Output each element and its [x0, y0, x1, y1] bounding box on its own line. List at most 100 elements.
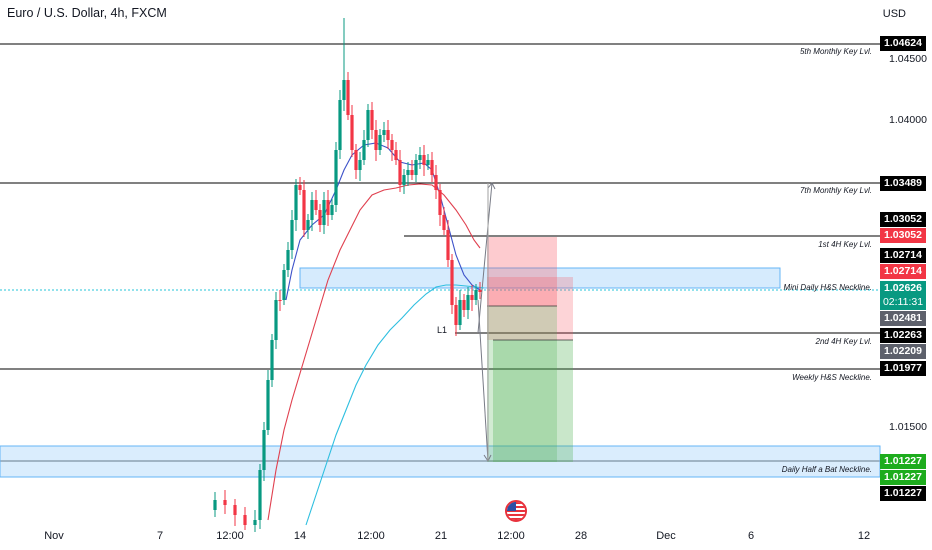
price-tag-level-2: 1.03489	[880, 176, 926, 191]
time-label-7: 12:00	[497, 530, 525, 542]
price-tick-3: 1.01500	[889, 421, 927, 433]
candle-body	[414, 160, 418, 175]
candle-body	[314, 200, 318, 210]
candle-body	[346, 80, 350, 115]
candle-body	[418, 155, 422, 160]
level-label-7: Daily Half a Bat Neckline.	[781, 465, 872, 474]
candle-body	[446, 230, 450, 260]
time-label-9: Dec	[656, 530, 676, 542]
candle-body	[454, 305, 458, 325]
candle-body	[322, 200, 326, 225]
candle-body	[318, 210, 322, 225]
price-tag-level-3b: 1.03052	[880, 228, 926, 243]
ema-slow-line	[305, 284, 485, 526]
candle-body	[394, 150, 398, 160]
price-tag-level-6: 1.02263	[880, 328, 926, 343]
key-level-lines	[0, 43, 880, 462]
candle-body	[298, 185, 302, 190]
candle-body	[442, 215, 446, 230]
currency-label[interactable]: USD	[882, 8, 906, 20]
us-flag-event-icon[interactable]	[505, 500, 527, 522]
candle-body	[326, 200, 330, 215]
time-label-3: 12:00	[216, 530, 244, 542]
candle-body	[378, 135, 382, 150]
candle-body	[306, 220, 310, 230]
last-price-tag: 1.02626	[880, 281, 926, 296]
candle-body	[243, 515, 247, 525]
candle-body	[338, 100, 342, 150]
candle-body	[370, 110, 374, 130]
candle-body	[262, 430, 266, 470]
candle-body	[270, 340, 274, 380]
price-tick-2: 1.04000	[889, 114, 927, 126]
candle-body	[410, 170, 414, 175]
candle-body	[466, 295, 470, 310]
candle-body	[213, 500, 217, 510]
candle-body	[233, 505, 237, 515]
time-label-10: 6	[747, 530, 755, 542]
candle-body	[274, 300, 278, 340]
candle-body	[330, 205, 334, 215]
neckline-zone	[299, 267, 781, 289]
price-tag-level-8: 1.01977	[880, 361, 926, 376]
half-bat-zone	[0, 445, 881, 478]
candle-body	[422, 155, 426, 165]
candle-body	[402, 175, 406, 185]
take-profit-box	[487, 306, 557, 462]
price-tag-level-9c: 1.01227	[880, 486, 926, 501]
candle-body	[374, 130, 378, 150]
candle-body	[258, 470, 262, 520]
candle-body	[286, 250, 290, 270]
level-label-4: Mini Daily H&S Neckline.	[783, 283, 872, 292]
candle-body	[282, 270, 286, 300]
candle-body	[462, 300, 466, 310]
price-tag-level-9a: 1.01227	[880, 454, 926, 469]
time-label-2: 7	[156, 530, 164, 542]
candle-body	[386, 130, 390, 140]
candlesticks	[213, 18, 482, 532]
price-tag-level-1: 1.04624	[880, 36, 926, 51]
candle-body	[450, 260, 454, 305]
level-label-2: 7th Monthly Key Lvl.	[799, 186, 872, 195]
candle-body	[474, 290, 478, 300]
projection-arrows	[477, 182, 496, 462]
candle-body	[358, 160, 362, 170]
stop-loss-box	[487, 237, 557, 306]
candle-body	[294, 185, 298, 220]
stop-loss-box-2	[487, 277, 573, 340]
pattern-label-l1: L1	[437, 325, 448, 335]
candle-body	[458, 300, 462, 325]
candle-body	[382, 130, 386, 135]
candle-body	[290, 220, 294, 250]
candle-body	[334, 150, 338, 205]
level-label-6: Weekly H&S Neckline.	[792, 373, 872, 382]
level-label-5: 2nd 4H Key Lvl.	[815, 337, 872, 346]
candle-body	[362, 140, 366, 160]
time-label-11: 12	[857, 530, 871, 542]
candle-body	[366, 110, 370, 140]
candle-body	[223, 500, 227, 505]
candle-body	[302, 190, 306, 230]
time-label-8: 28	[574, 530, 588, 542]
candle-body	[354, 150, 358, 170]
candle-body	[434, 175, 438, 190]
price-tag-level-3a: 1.03052	[880, 212, 926, 227]
candle-body	[350, 115, 354, 150]
candle-body	[253, 520, 257, 525]
ema-mid-line	[267, 183, 481, 521]
time-label-1: Nov	[44, 530, 64, 542]
price-tick-1: 1.04500	[889, 53, 927, 65]
candle-body	[266, 380, 270, 430]
candle-body	[478, 290, 482, 292]
symbol-title[interactable]: Euro / U.S. Dollar, 4h, FXCM	[7, 6, 167, 20]
candle-body	[310, 200, 314, 220]
take-profit-box-2	[493, 340, 573, 462]
candle-body	[406, 170, 410, 175]
bar-countdown: 02:11:31	[880, 295, 926, 310]
time-label-5: 12:00	[357, 530, 385, 542]
candle-body	[426, 160, 430, 165]
time-label-6: 21	[434, 530, 448, 542]
candle-body	[278, 300, 282, 301]
time-label-4: 14	[293, 530, 307, 542]
